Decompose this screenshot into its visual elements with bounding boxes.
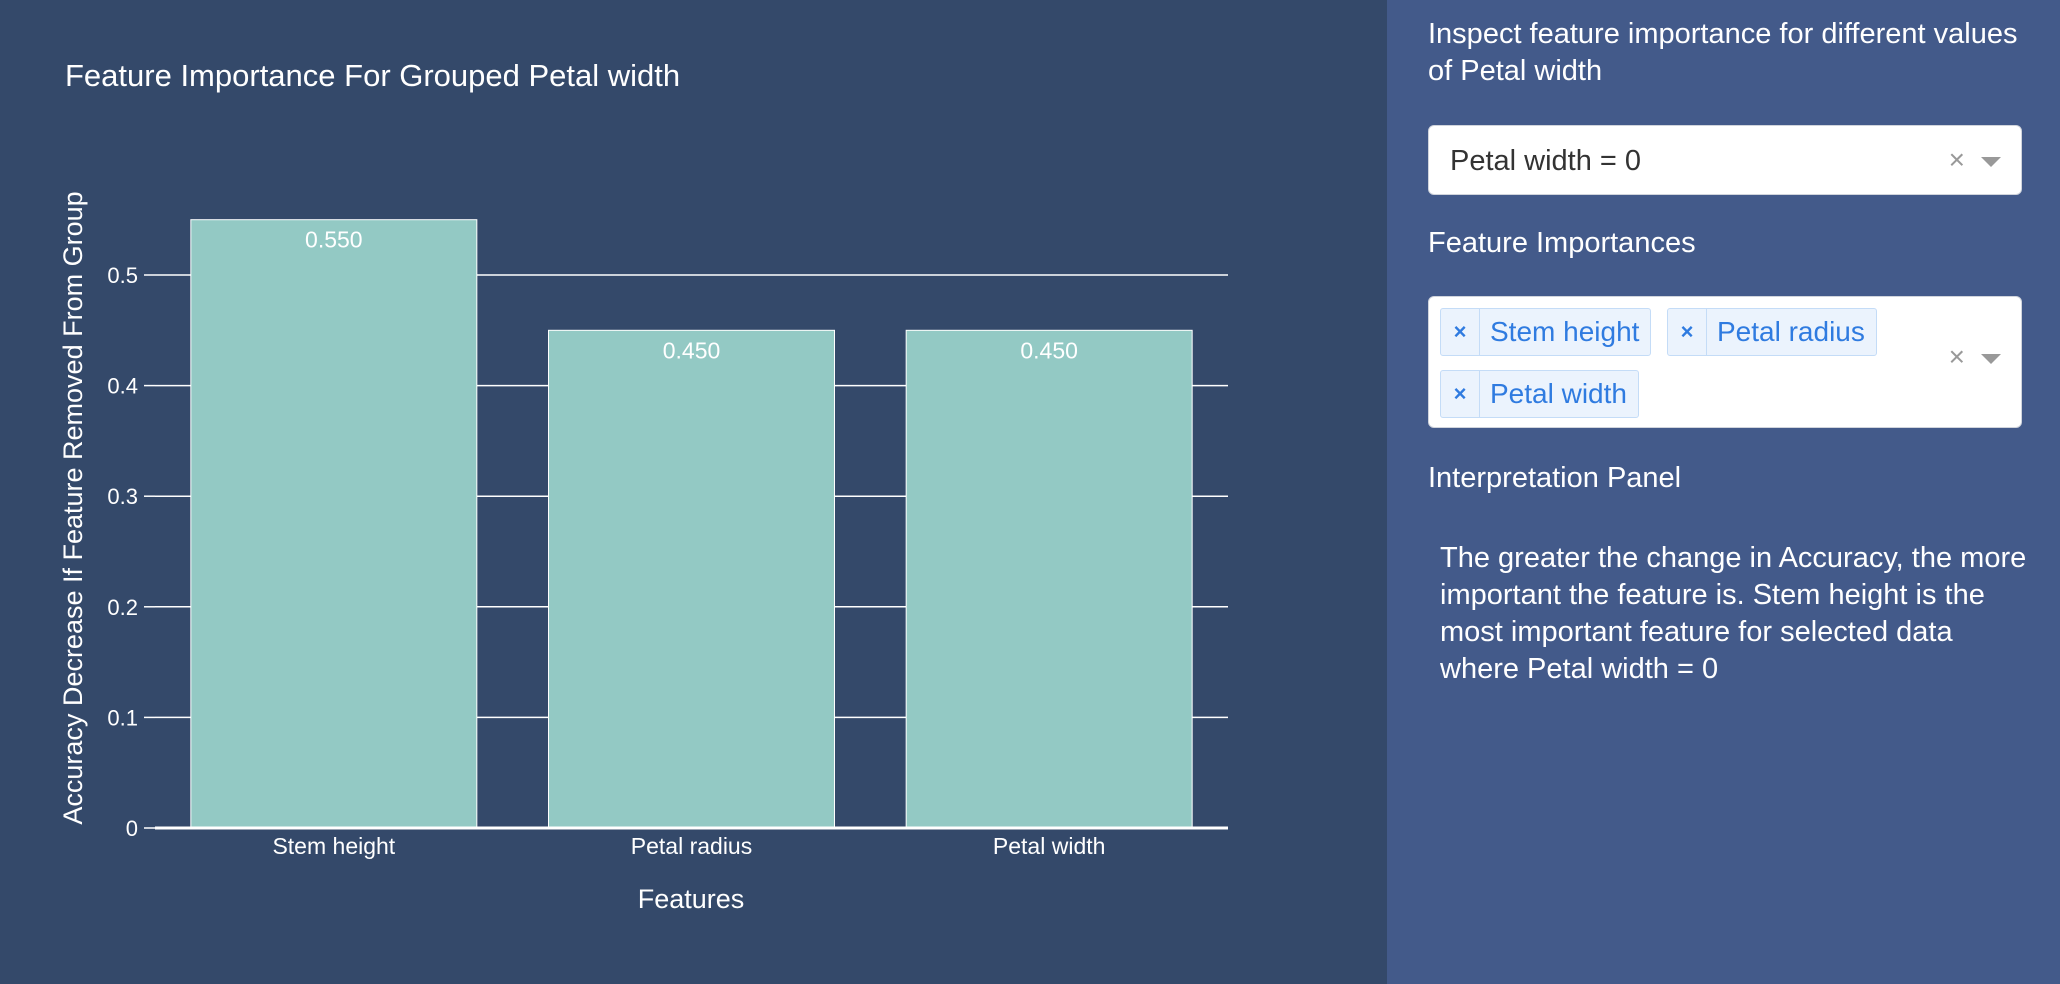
- y-axis-ticks: 0 0.1 0.2 0.3 0.4 0.5: [107, 263, 155, 841]
- y-tick-label: 0.2: [107, 595, 138, 620]
- group-value-dropdown[interactable]: Petal width = 0 ×: [1428, 125, 2022, 195]
- y-tick-label: 0.5: [107, 263, 138, 288]
- feature-tag-stem-height: × Stem height: [1440, 308, 1652, 356]
- feature-importances-heading: Feature Importances: [1428, 227, 1696, 259]
- x-axis-title: Features: [638, 884, 745, 914]
- x-tick-label: Stem height: [272, 833, 395, 859]
- interpretation-panel-heading: Interpretation Panel: [1428, 462, 1682, 494]
- chevron-down-icon[interactable]: [1981, 354, 2001, 364]
- bar[interactable]: [548, 329, 835, 829]
- chart-title: Feature Importance For Grouped Petal wid…: [65, 58, 680, 93]
- bar[interactable]: [905, 329, 1193, 829]
- feature-importance-chart: Feature Importance For Grouped Petal wid…: [58, 58, 1228, 914]
- clear-icon[interactable]: ×: [1948, 144, 1965, 175]
- y-tick-label: 0: [126, 816, 138, 841]
- remove-tag-icon[interactable]: ×: [1668, 309, 1707, 355]
- x-tick-label: Petal width: [993, 833, 1106, 859]
- bars: 0.550 0.450 0.450: [190, 219, 1193, 829]
- inspect-heading: Inspect feature importance for different…: [1428, 18, 2018, 87]
- clear-all-icon[interactable]: ×: [1948, 341, 1965, 372]
- y-tick-label: 0.1: [107, 705, 138, 730]
- remove-tag-icon[interactable]: ×: [1441, 371, 1480, 417]
- bar-value-label: 0.450: [663, 337, 721, 363]
- feature-tag-petal-width: × Petal width: [1440, 370, 1639, 418]
- y-tick-label: 0.4: [107, 374, 138, 399]
- interpretation-text: The greater the change in Accuracy, the …: [1440, 542, 2027, 685]
- y-tick-label: 0.3: [107, 484, 138, 509]
- chart-panel: Feature Importance For Grouped Petal wid…: [58, 58, 1228, 914]
- group-value-selected: Petal width = 0: [1450, 145, 1642, 177]
- side-panel: Inspect feature importance for different…: [1387, 0, 2060, 984]
- y-axis-title: Accuracy Decrease If Feature Removed Fro…: [58, 191, 88, 824]
- x-tick-label: Petal radius: [631, 833, 752, 859]
- bar[interactable]: [190, 219, 478, 829]
- remove-tag-icon[interactable]: ×: [1441, 309, 1480, 355]
- chevron-down-icon[interactable]: [1981, 157, 2001, 167]
- feature-tag-label: Petal radius: [1717, 316, 1865, 347]
- x-axis-ticks: Stem height Petal radius Petal width: [272, 833, 1105, 859]
- feature-tag-petal-radius: × Petal radius: [1667, 308, 1877, 356]
- feature-tag-label: Stem height: [1490, 316, 1640, 347]
- feature-tag-label: Petal width: [1490, 378, 1627, 409]
- bar-value-label: 0.450: [1020, 337, 1078, 363]
- bar-value-label: 0.550: [305, 227, 363, 253]
- features-multiselect[interactable]: × Stem height × Petal radius × Petal wid…: [1428, 296, 2022, 428]
